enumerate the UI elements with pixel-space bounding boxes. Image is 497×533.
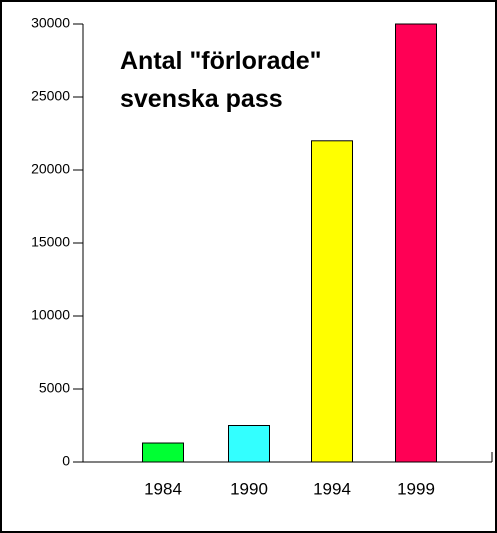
y-tick-label: 20000: [31, 161, 70, 177]
bar: [228, 425, 270, 463]
x-tick-label: 1999: [397, 479, 435, 498]
y-tick-label: 5000: [39, 380, 70, 396]
bar: [311, 140, 353, 463]
bar: [395, 23, 437, 463]
y-tick-label: 10000: [31, 307, 70, 323]
y-tick-label: 30000: [31, 15, 70, 31]
y-tick-label: 25000: [31, 88, 70, 104]
x-tick-label: 1994: [313, 479, 351, 498]
bar: [142, 442, 184, 463]
chart-title: Antal "förlorade" svenska pass: [120, 47, 322, 113]
x-tick-label: 1984: [144, 479, 182, 498]
y-tick-label: 0: [62, 453, 70, 469]
x-tick-label: 1990: [230, 479, 268, 498]
y-tick-label: 15000: [31, 234, 70, 250]
